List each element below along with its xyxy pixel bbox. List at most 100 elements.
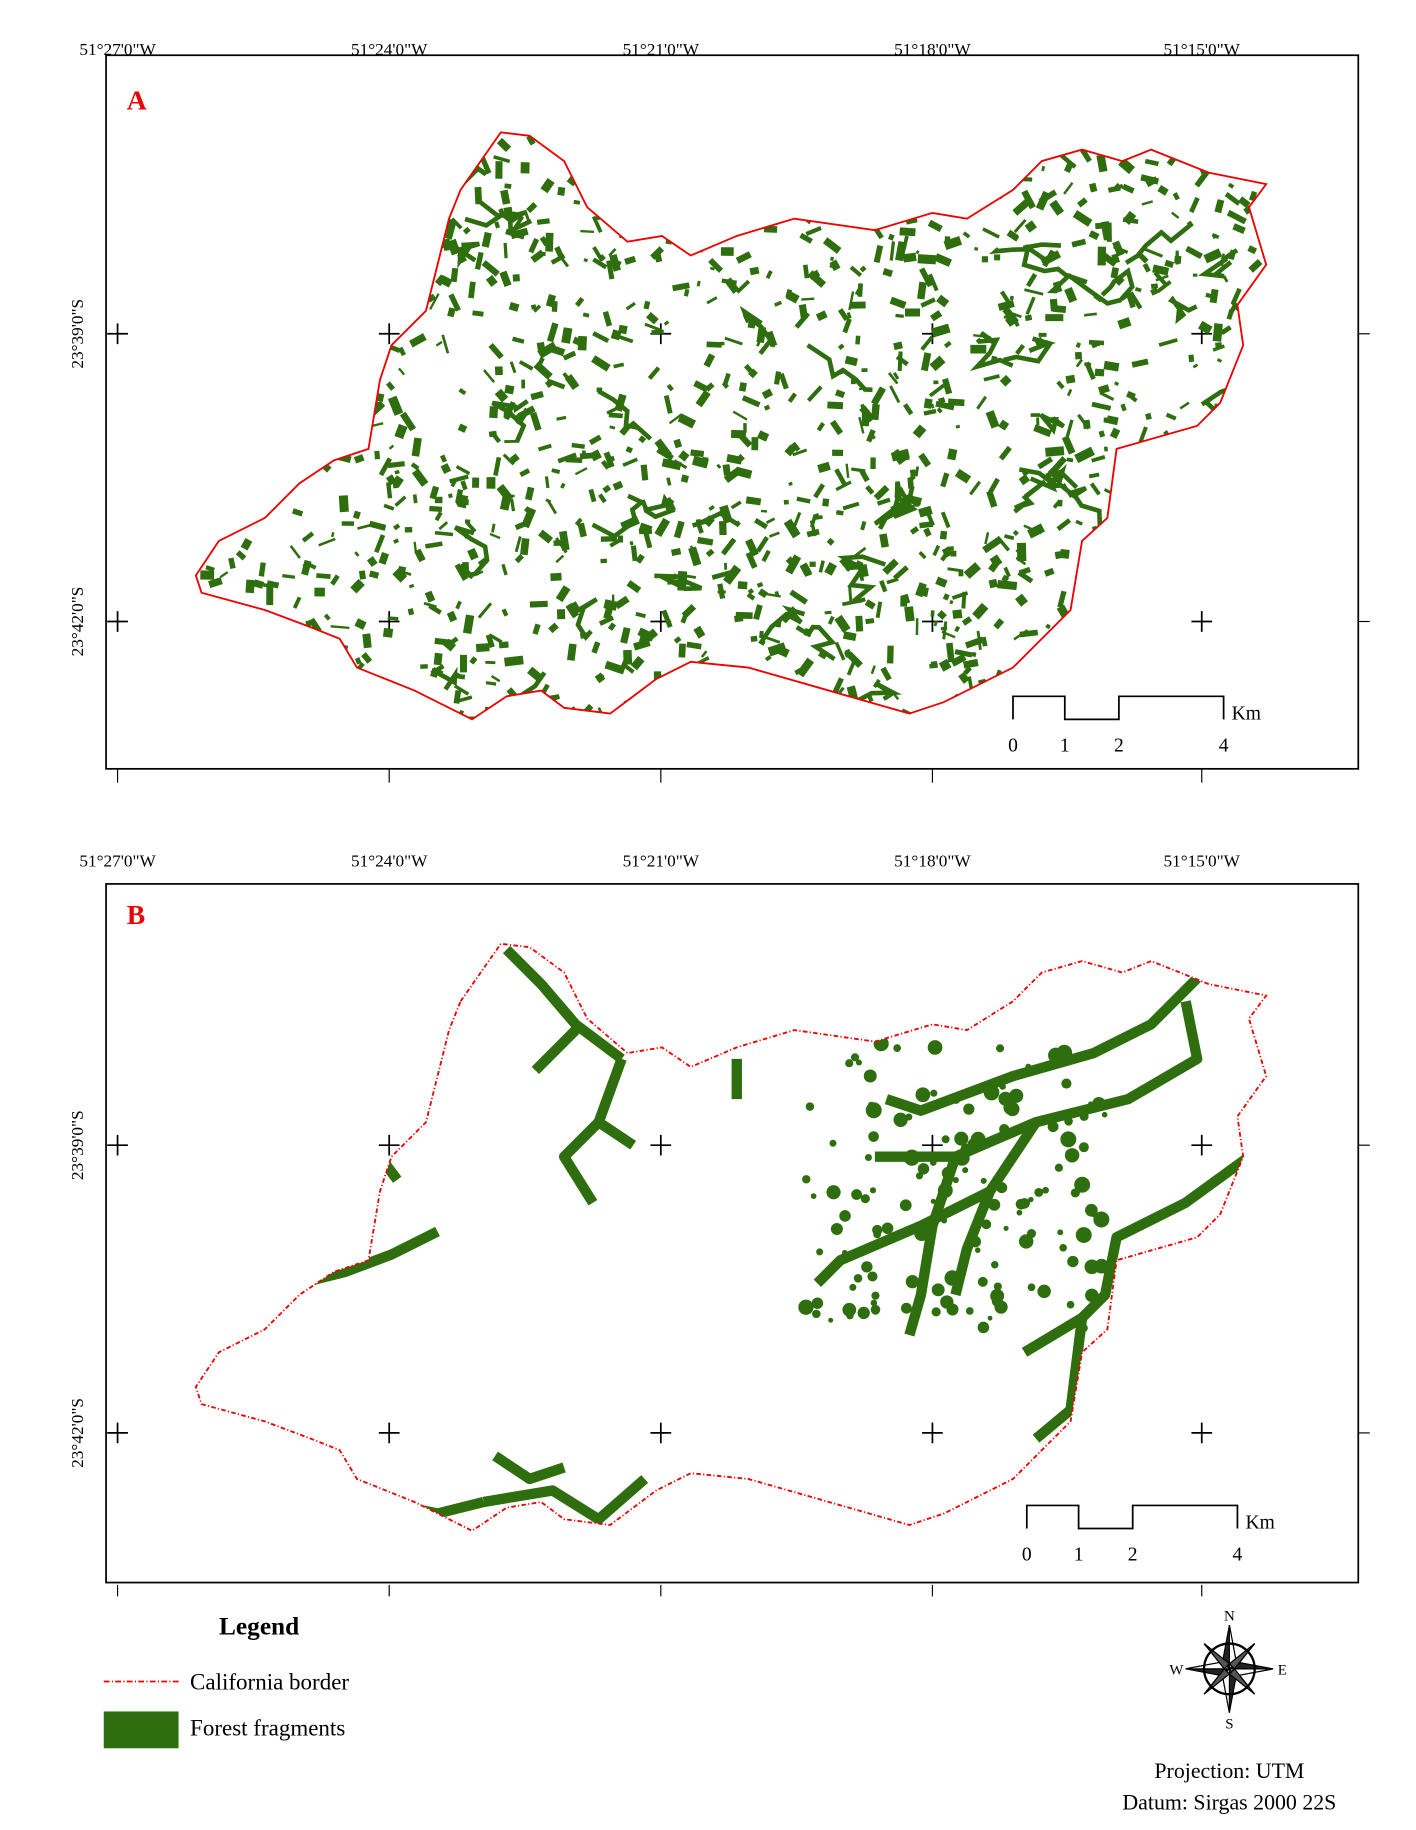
forest-patch xyxy=(1198,320,1213,335)
forest-patch xyxy=(325,224,332,231)
forest-patch xyxy=(889,241,896,261)
forest-patch xyxy=(410,706,420,720)
forest-patch xyxy=(831,722,843,734)
forest-patch xyxy=(1115,679,1121,685)
forest-patch xyxy=(393,523,401,531)
forest-patch xyxy=(1067,1255,1079,1268)
forest-patch xyxy=(462,226,471,235)
forest-patch xyxy=(911,164,925,178)
forest-patch xyxy=(1145,684,1157,694)
forest-patch xyxy=(860,1194,870,1204)
forest-patch xyxy=(1156,693,1169,706)
forest-patch xyxy=(917,1163,930,1175)
forest-corridor xyxy=(531,1026,580,1075)
forest-patch xyxy=(1038,332,1047,337)
forest-patch xyxy=(1153,271,1168,287)
forest-patch xyxy=(536,218,550,225)
forest-patch xyxy=(732,410,748,421)
forest-patch xyxy=(640,464,649,481)
forest-corridor xyxy=(1029,132,1063,155)
forest-patch xyxy=(603,602,615,620)
forest-patch xyxy=(844,648,851,654)
forest-patch xyxy=(394,157,404,168)
forest-patch xyxy=(971,651,977,658)
forest-patch xyxy=(343,284,353,296)
forest-patch xyxy=(706,721,713,728)
forest-patch xyxy=(555,585,571,603)
forest-patch xyxy=(357,308,366,316)
forest-patch xyxy=(963,1103,975,1115)
forest-patch xyxy=(394,423,408,440)
forest-patch xyxy=(364,715,375,720)
forest-patch xyxy=(1159,132,1178,145)
forest-patch xyxy=(668,171,685,179)
forest-patch xyxy=(903,403,914,416)
forest-patch xyxy=(1108,664,1124,680)
forest-patch xyxy=(1210,627,1223,645)
forest-patch xyxy=(706,296,718,305)
forest-patch xyxy=(691,455,709,469)
forest-patch xyxy=(1079,1324,1088,1332)
forest-patch xyxy=(944,1270,961,1286)
forest-patch xyxy=(357,523,372,530)
latitude-label: 23°42'0"S xyxy=(68,587,87,657)
forest-patch xyxy=(1046,713,1061,720)
forest-patch xyxy=(988,180,998,190)
forest-patch xyxy=(909,526,920,535)
forest-patch xyxy=(988,1198,1001,1211)
forest-patch xyxy=(504,183,512,189)
forest-patch xyxy=(813,515,823,520)
forest-patch xyxy=(298,242,308,249)
forest-patch xyxy=(802,264,810,279)
forest-patch xyxy=(1203,609,1221,627)
forest-patch xyxy=(1213,651,1232,671)
forest-patch xyxy=(221,487,232,498)
forest-patch xyxy=(982,227,1000,239)
forest-patch xyxy=(723,562,728,570)
forest-patch xyxy=(352,362,361,372)
forest-patch xyxy=(787,392,797,403)
forest-patch xyxy=(711,188,718,196)
forest-patch xyxy=(1121,484,1141,495)
forest-patch xyxy=(680,474,689,483)
forest-patch xyxy=(879,533,889,548)
forest-patch xyxy=(841,134,851,144)
forest-patch xyxy=(654,517,671,538)
forest-patch xyxy=(588,488,597,503)
forest-patch xyxy=(368,570,380,579)
forest-patch xyxy=(302,563,310,572)
forest-patch xyxy=(304,140,311,146)
forest-patch xyxy=(697,536,714,546)
forest-patch xyxy=(330,574,340,586)
forest-patch xyxy=(940,511,951,529)
forest-corridor xyxy=(1038,412,1066,435)
forest-patch xyxy=(411,437,422,457)
forest-patch xyxy=(654,438,673,459)
forest-patch xyxy=(499,270,512,288)
forest-patch xyxy=(1171,211,1180,219)
forest-patch xyxy=(1091,401,1112,411)
forest-patch xyxy=(223,285,232,295)
forest-patch xyxy=(467,547,479,561)
forest-corridor xyxy=(884,974,1201,1116)
forest-patch xyxy=(282,461,301,470)
forest-patch xyxy=(963,666,972,675)
forest-patch xyxy=(653,686,660,694)
forest-patch xyxy=(480,156,492,175)
forest-patch xyxy=(932,544,941,557)
forest-patch xyxy=(1079,1111,1089,1121)
forest-patch xyxy=(810,703,827,711)
forest-patch xyxy=(756,536,769,553)
forest-corridor xyxy=(376,285,412,311)
forest-patch xyxy=(222,658,237,663)
forest-patch xyxy=(1077,143,1092,163)
forest-patch xyxy=(724,336,743,346)
forest-patch xyxy=(1049,298,1059,312)
forest-patch xyxy=(818,560,825,573)
forest-patch xyxy=(731,695,748,713)
forest-patch xyxy=(969,480,982,496)
forest-patch xyxy=(1093,1211,1110,1228)
forest-patch xyxy=(592,331,610,344)
forest-patch xyxy=(228,515,233,522)
forest-patch xyxy=(237,177,245,184)
